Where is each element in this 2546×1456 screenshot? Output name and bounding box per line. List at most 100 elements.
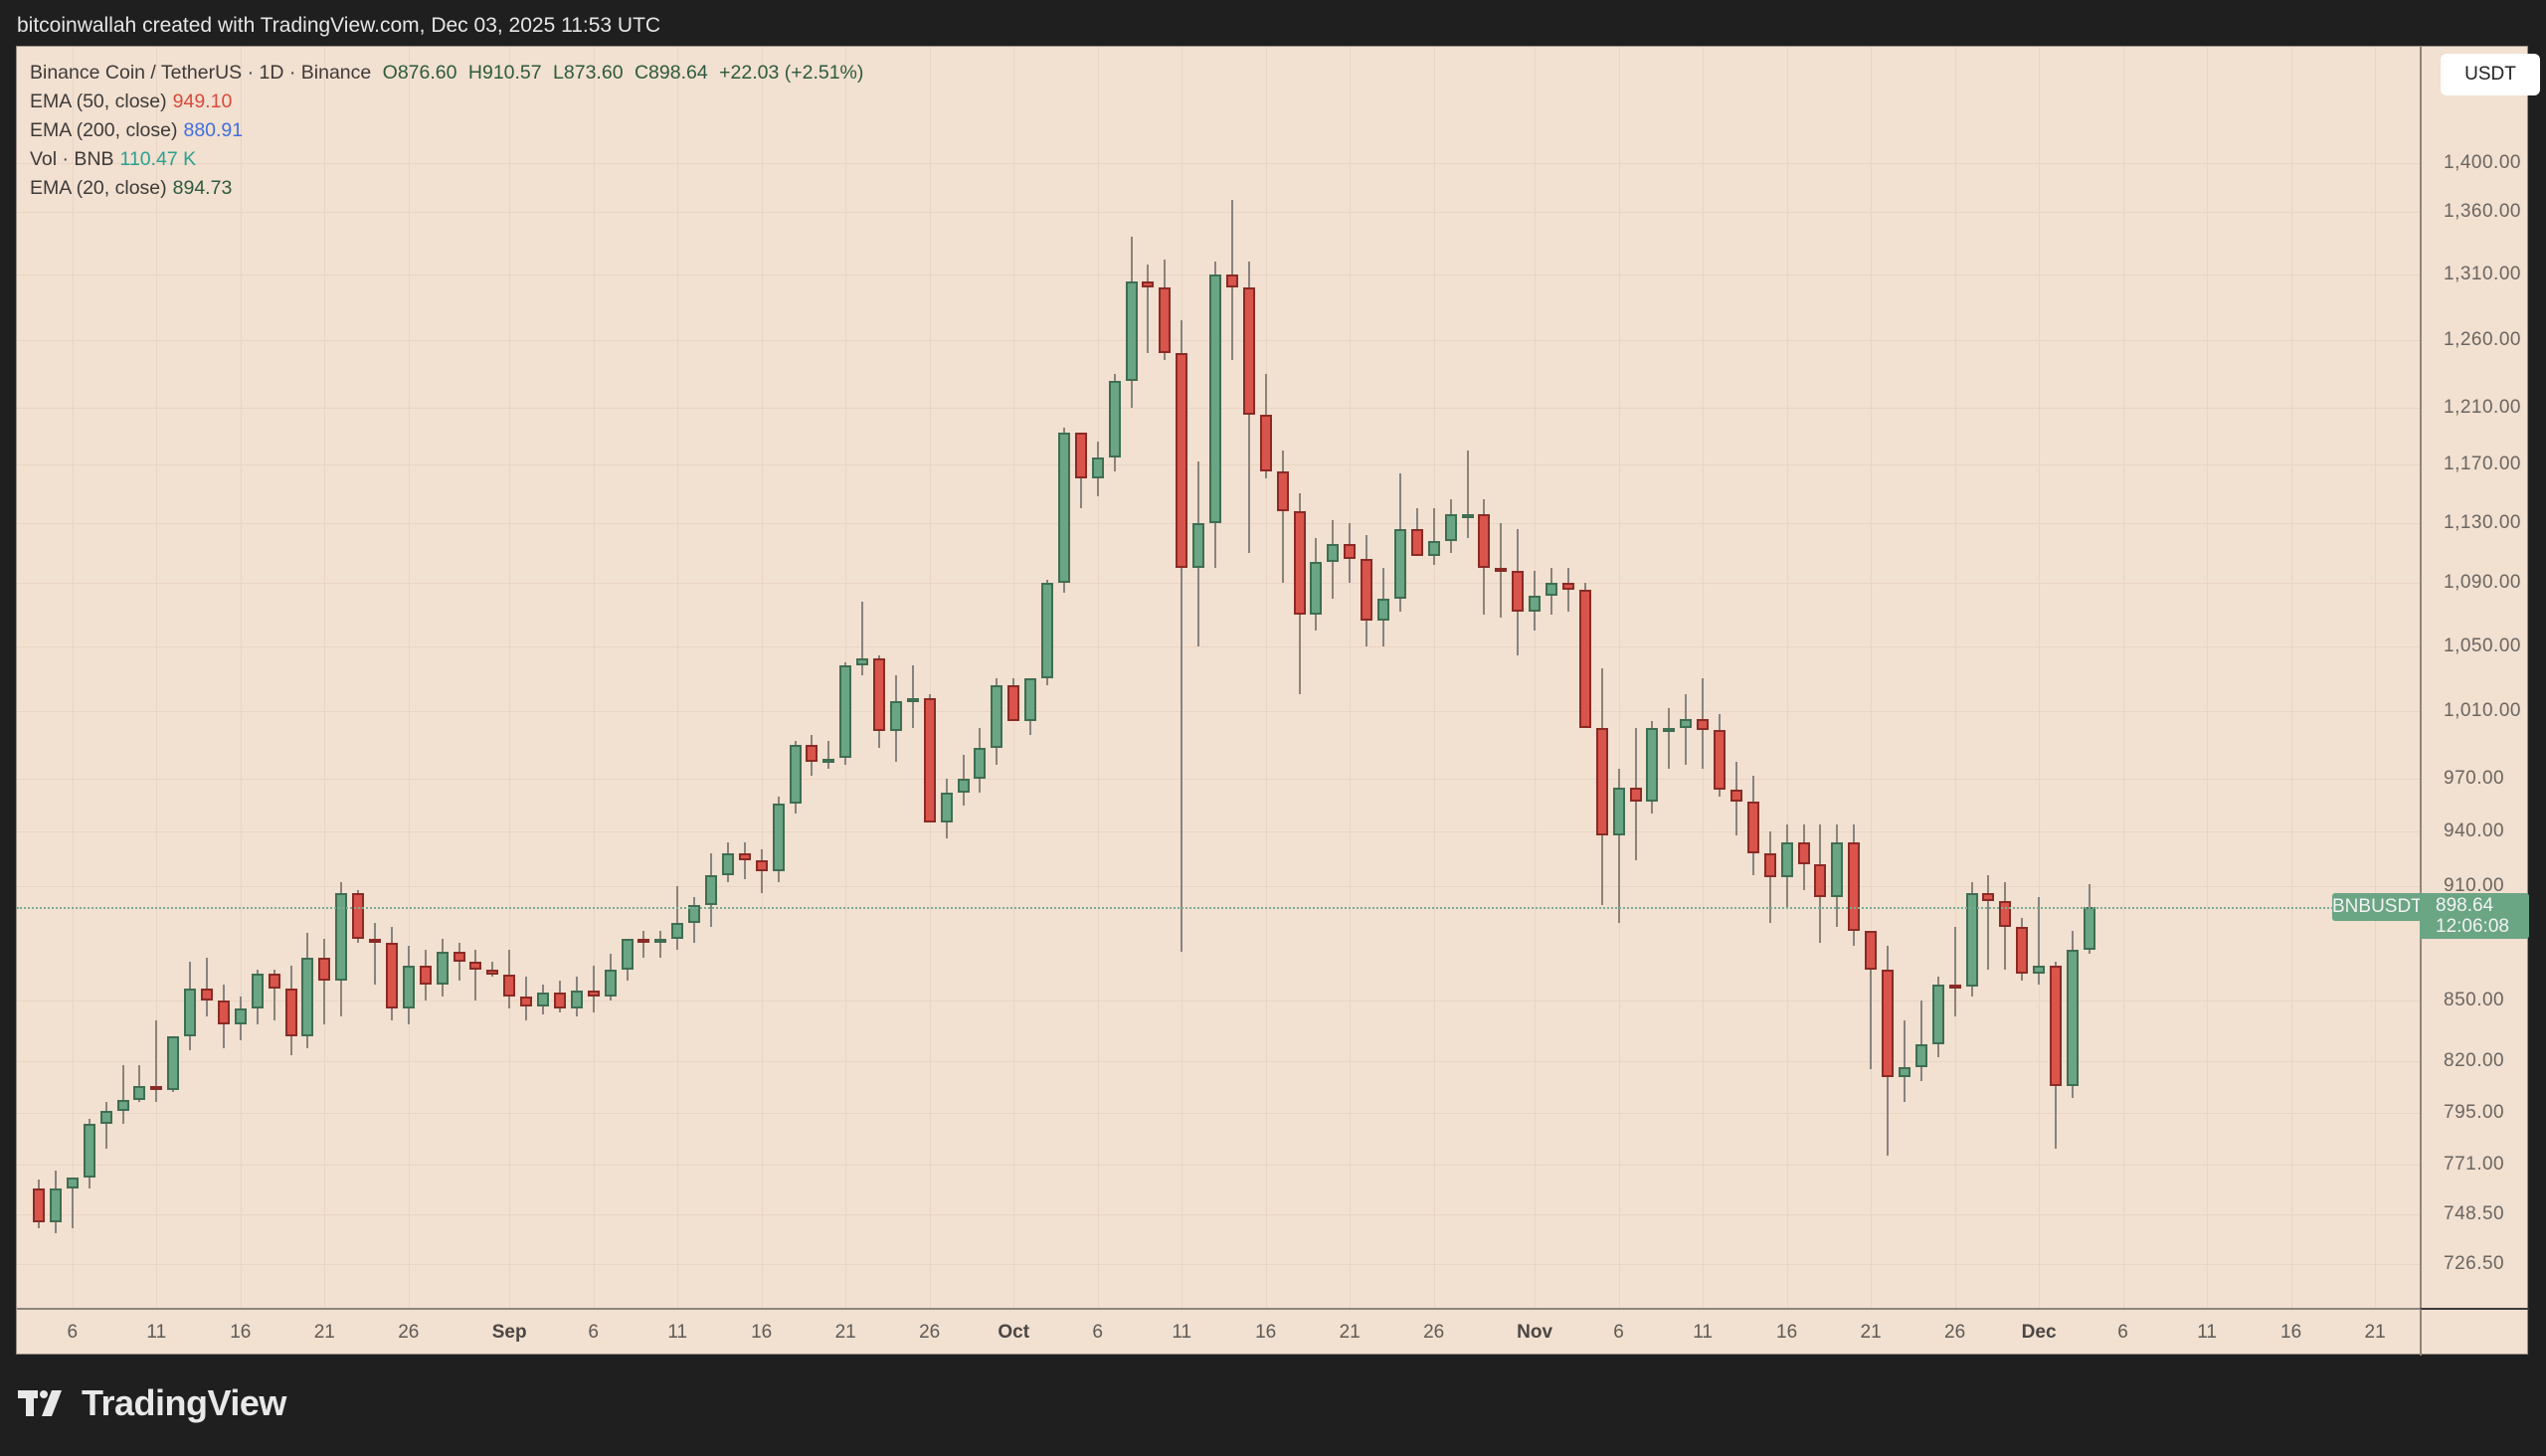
candle-body: [369, 938, 381, 943]
indicator-label: Vol · BNB: [30, 148, 114, 170]
candle-wick: [827, 741, 830, 769]
legend-close: C898.64: [634, 62, 708, 84]
grid-line-vertical: [509, 47, 511, 1308]
price-tick: 748.50: [2444, 1202, 2505, 1224]
price-tick: 940.00: [2444, 820, 2505, 842]
candle-body: [1714, 729, 1726, 790]
candle-body: [1176, 353, 1188, 569]
candle-body: [217, 1001, 230, 1025]
price-chart-plot[interactable]: BNBUSDT Binance Coin / TetherUS · 1D · B…: [17, 47, 2420, 1308]
candle-body: [1529, 595, 1542, 612]
brand-name: TradingView: [82, 1382, 286, 1423]
time-tick: Oct: [998, 1322, 1030, 1343]
candle-body: [1259, 415, 1272, 472]
grid-line-vertical: [1954, 47, 1956, 1308]
candle-wick: [861, 602, 864, 675]
indicator-value: 949.10: [172, 91, 233, 112]
candle-body: [1007, 684, 1020, 722]
candle-body: [116, 1100, 129, 1111]
grid-line-horizontal: [17, 1264, 2420, 1265]
candle-body: [705, 874, 717, 905]
candle-body: [906, 697, 919, 702]
legend-low: L873.60: [553, 62, 624, 84]
candle-wick: [121, 1064, 124, 1124]
price-tick: 1,050.00: [2444, 635, 2521, 656]
price-tick: 1,260.00: [2444, 328, 2521, 350]
grid-line-vertical: [324, 47, 326, 1308]
candle-body: [1746, 802, 1759, 853]
candle-body: [637, 938, 650, 943]
time-tick: 16: [2280, 1322, 2302, 1343]
candle-body: [503, 975, 516, 998]
candle-body: [1209, 274, 1221, 523]
candle-body: [469, 961, 482, 970]
grid-line-vertical: [1618, 47, 1620, 1308]
price-axis[interactable]: [2420, 47, 2529, 1308]
legend-indicator-ema200[interactable]: EMA (200, close) 880.91: [30, 116, 863, 145]
time-tick: Sep: [491, 1322, 527, 1343]
legend-indicator-ema20[interactable]: EMA (20, close) 894.73: [30, 174, 863, 203]
candle-body: [1495, 568, 1508, 573]
candle-wick: [760, 849, 763, 894]
price-tick: 910.00: [2444, 874, 2505, 896]
grid-line-vertical: [1786, 47, 1788, 1308]
candle-body: [2016, 927, 2029, 974]
candle-wick: [642, 931, 645, 958]
price-tick: 771.00: [2444, 1153, 2505, 1175]
legend-indicator-volume[interactable]: Vol · BNB 110.47 K: [30, 145, 863, 174]
candle-body: [1242, 287, 1255, 416]
candle-body: [436, 952, 449, 986]
candle-body: [49, 1187, 62, 1222]
price-tick: 850.00: [2444, 990, 2505, 1011]
candle-body: [352, 893, 365, 939]
price-tick: 1,400.00: [2444, 152, 2521, 174]
time-tick: 21: [1860, 1322, 1882, 1343]
grid-line-horizontal: [17, 1164, 2420, 1166]
chart-frame: BNBUSDT Binance Coin / TetherUS · 1D · B…: [16, 46, 2540, 1356]
candle-body: [1948, 985, 1961, 990]
candle-body: [1914, 1044, 1927, 1067]
legend-change: +22.03 (+2.51%): [719, 62, 864, 84]
time-tick: 16: [1776, 1322, 1798, 1343]
candle-body: [1898, 1066, 1910, 1078]
bar-countdown: 12:06:08: [2436, 916, 2509, 938]
candle-body: [772, 803, 785, 872]
grid-line-horizontal: [17, 1060, 2420, 1062]
tradingview-logo: TradingView: [18, 1382, 286, 1424]
candle-wick: [138, 1064, 141, 1103]
candle-wick: [743, 842, 746, 879]
candle-body: [889, 701, 902, 732]
candle-wick: [659, 931, 662, 958]
candle-body: [66, 1177, 79, 1188]
grid-line-horizontal: [17, 583, 2420, 585]
legend-symbol[interactable]: Binance Coin / TetherUS · 1D · Binance: [30, 62, 372, 84]
candle-body: [1931, 985, 1944, 1045]
candle-body: [1444, 513, 1457, 541]
currency-button[interactable]: USDT: [2441, 54, 2540, 95]
candle-body: [2066, 950, 2079, 1086]
candle-wick: [592, 965, 595, 1013]
grid-line-vertical: [2122, 47, 2124, 1308]
time-tick: 6: [1092, 1322, 1103, 1343]
legend-indicator-ema50[interactable]: EMA (50, close) 949.10: [30, 88, 863, 116]
candle-body: [402, 965, 415, 1009]
candle-body: [1546, 583, 1557, 596]
candle-wick: [273, 969, 275, 1021]
candle-body: [419, 965, 432, 986]
candle-body: [1512, 571, 1525, 612]
candle-wick: [1147, 264, 1150, 354]
candle-body: [1595, 727, 1608, 835]
candle-wick: [1432, 507, 1435, 565]
indicator-value: 894.73: [172, 177, 233, 199]
candle-body: [570, 991, 583, 1009]
candle-body: [587, 991, 600, 998]
candle-body: [251, 973, 264, 1009]
time-axis[interactable]: [17, 1308, 2420, 1356]
candle-body: [335, 893, 348, 982]
candle-body: [1865, 931, 1878, 970]
grid-line-vertical: [1535, 47, 1537, 1308]
legend-symbol-row[interactable]: Binance Coin / TetherUS · 1D · Binance O…: [30, 59, 863, 88]
candle-wick: [1181, 319, 1183, 953]
last-price-value: 898.64: [2436, 895, 2494, 917]
candle-wick: [474, 950, 477, 1001]
